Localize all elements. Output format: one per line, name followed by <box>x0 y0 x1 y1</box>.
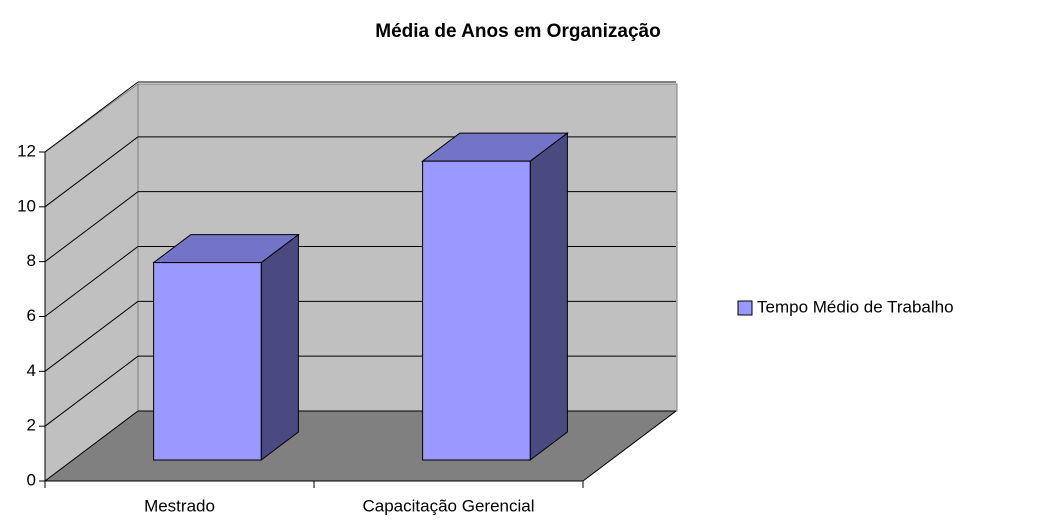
grid-line <box>44 246 139 317</box>
y-tick-label: 8 <box>27 251 36 270</box>
bar <box>153 262 262 461</box>
bar-side <box>260 233 299 462</box>
y-tick-label: 10 <box>17 196 36 215</box>
grid-line <box>44 355 139 427</box>
chart-title: Média de Anos em Organização <box>375 21 660 42</box>
y-tick-label: 6 <box>27 306 36 325</box>
legend-swatch <box>737 300 753 316</box>
grid-line <box>44 191 139 263</box>
bar-side <box>529 132 568 462</box>
legend-label: Tempo Médio de Trabalho <box>757 297 954 316</box>
grid-line <box>44 136 139 208</box>
bar <box>422 160 531 461</box>
x-tick-label: Capacitação Gerencial <box>363 496 535 515</box>
x-tick-label: Mestrado <box>144 496 215 515</box>
y-tick-label: 2 <box>27 416 36 435</box>
grid-line <box>44 410 139 482</box>
grid-line <box>44 300 139 372</box>
grid-line <box>44 81 139 153</box>
floor-edge <box>582 410 677 482</box>
y-tick-label: 12 <box>17 141 36 160</box>
floor <box>45 411 677 481</box>
y-tick-label: 4 <box>27 361 36 380</box>
y-tick-label: 0 <box>27 470 36 489</box>
